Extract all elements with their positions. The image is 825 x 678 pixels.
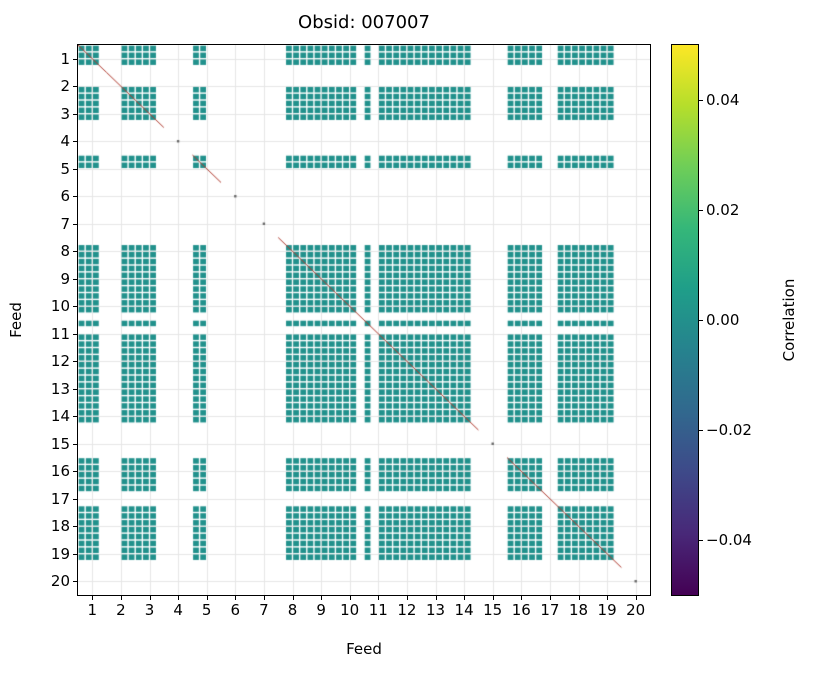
y-tick-label: 1 [60,49,70,68]
y-tick-mark [73,581,77,582]
y-tick-label: 17 [50,489,70,508]
colorbar-tick-mark [699,210,703,211]
x-tick-mark [207,596,208,600]
x-tick-mark [436,596,437,600]
y-tick-mark [73,251,77,252]
y-tick-label: 15 [50,434,70,453]
y-tick-label: 20 [50,572,70,591]
y-tick-mark [73,86,77,87]
y-tick-mark [73,499,77,500]
colorbar-tick-label: −0.02 [706,421,752,439]
x-tick-label: 14 [454,601,474,619]
x-tick-mark [293,596,294,600]
y-tick-label: 12 [50,352,70,371]
x-tick-label: 6 [230,601,241,619]
y-tick-mark [73,59,77,60]
x-tick-mark [92,596,93,600]
colorbar-tick-mark [699,430,703,431]
x-tick-label: 16 [511,601,531,619]
x-tick-label: 15 [483,601,503,619]
x-tick-label: 13 [425,601,446,619]
colorbar-tick-label: 0.00 [706,311,740,329]
y-tick-mark [73,306,77,307]
y-tick-label: 18 [50,517,70,536]
x-tick-mark [636,596,637,600]
colorbar [671,44,699,596]
x-tick-label: 7 [259,601,269,619]
y-tick-label: 16 [50,462,70,481]
y-tick-mark [73,334,77,335]
x-tick-label: 2 [116,601,126,619]
y-tick-label: 4 [60,132,70,151]
y-tick-mark [73,471,77,472]
x-tick-label: 5 [201,601,212,619]
y-tick-mark [73,444,77,445]
y-tick-mark [73,389,77,390]
y-tick-label: 2 [60,77,70,96]
x-tick-mark [121,596,122,600]
x-tick-label: 4 [173,601,183,619]
colorbar-tick-label: 0.02 [706,201,740,219]
colorbar-tick-mark [699,100,703,101]
y-tick-mark [73,526,77,527]
x-tick-label: 3 [144,601,155,619]
plot-title: Obsid: 007007 [298,12,430,33]
y-tick-label: 9 [60,269,70,288]
x-tick-mark [178,596,179,600]
y-tick-mark [73,416,77,417]
y-tick-label: 19 [50,544,70,563]
x-tick-mark [579,596,580,600]
x-tick-mark [550,596,551,600]
x-tick-mark [321,596,322,600]
x-tick-label: 20 [626,601,646,619]
y-tick-mark [73,279,77,280]
x-tick-mark [264,596,265,600]
x-tick-mark [521,596,522,600]
y-tick-mark [73,114,77,115]
y-axis-label: Feed [7,302,25,338]
colorbar-tick-label: −0.04 [706,531,752,549]
x-tick-label: 17 [540,601,560,619]
y-tick-label: 3 [60,104,70,123]
x-tick-label: 9 [316,601,326,619]
colorbar-tick-mark [699,540,703,541]
y-tick-label: 13 [50,379,70,398]
y-tick-label: 8 [60,242,70,261]
colorbar-gradient [672,45,698,595]
y-tick-label: 6 [60,187,70,206]
x-tick-label: 19 [597,601,617,619]
colorbar-tick-mark [699,320,703,321]
y-tick-label: 5 [60,159,70,178]
y-tick-label: 10 [50,297,70,316]
x-tick-label: 1 [87,601,98,619]
y-tick-label: 7 [60,214,70,233]
x-axis-label: Feed [346,640,382,658]
y-tick-mark [73,224,77,225]
x-tick-label: 11 [368,601,388,619]
x-tick-mark [378,596,379,600]
x-tick-mark [607,596,608,600]
y-tick-mark [73,196,77,197]
x-tick-label: 10 [340,601,360,619]
x-tick-mark [407,596,408,600]
y-tick-mark [73,141,77,142]
x-tick-label: 8 [287,601,298,619]
heatmap-canvas [77,44,651,596]
y-tick-label: 14 [50,407,70,426]
colorbar-label: Correlation [780,278,798,362]
y-tick-label: 11 [50,324,70,343]
x-tick-label: 18 [568,601,589,619]
x-tick-mark [150,596,151,600]
x-tick-mark [493,596,494,600]
y-tick-mark [73,169,77,170]
colorbar-tick-label: 0.04 [706,91,740,109]
x-tick-mark [350,596,351,600]
x-tick-mark [464,596,465,600]
x-tick-mark [235,596,236,600]
x-tick-label: 12 [397,601,417,619]
y-tick-mark [73,554,77,555]
y-tick-mark [73,361,77,362]
